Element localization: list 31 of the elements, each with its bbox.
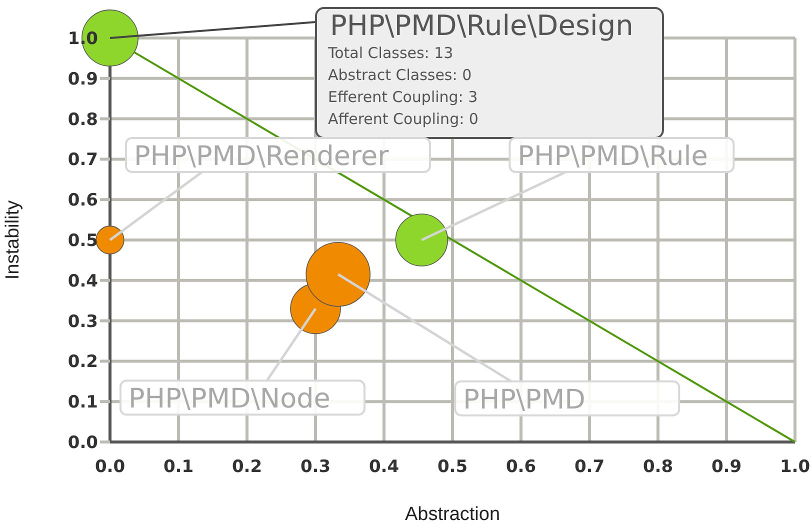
y-tick-label: 0.6 — [68, 190, 98, 211]
x-tick-label: 0.1 — [163, 457, 194, 478]
y-axis-title: Instability — [2, 200, 24, 280]
annotation: PHP\PMD — [463, 384, 586, 416]
y-tick-label: 0.3 — [68, 312, 98, 332]
x-tick-label: 0.3 — [300, 457, 331, 478]
x-tick-label: 0.7 — [574, 457, 605, 478]
y-tick-label: 0.1 — [68, 392, 98, 413]
y-tick-label: 0.9 — [68, 69, 98, 90]
y-tick-label: 0.4 — [68, 271, 98, 292]
annotation: Total Classes: 13 — [327, 44, 454, 62]
x-tick-label: 0.5 — [437, 457, 468, 478]
x-tick-label: 0.8 — [642, 457, 674, 478]
annotation: Abstract Classes: 0 — [328, 66, 472, 84]
y-tick-label: 0.7 — [68, 150, 98, 170]
x-tick-label: 0.6 — [506, 457, 536, 478]
x-tick-label: 0.0 — [94, 457, 126, 478]
y-tick-label: 0.8 — [68, 110, 98, 130]
annotation: Afferent Coupling: 0 — [328, 110, 478, 128]
x-tick-label: 0.4 — [368, 457, 400, 478]
annotation: PHP\PMD\Renderer — [134, 141, 390, 172]
x-axis-title: Abstraction — [404, 504, 500, 525]
y-tick-label: 0.2 — [68, 352, 98, 372]
x-tick-label: 0.2 — [232, 457, 262, 478]
annotation: PHP\PMD\Node — [128, 384, 330, 415]
x-tick-label: 1.0 — [780, 457, 810, 478]
annotation: PHP\PMD\Rule\Design — [330, 9, 634, 42]
annotation: Efferent Coupling: 3 — [328, 88, 478, 106]
annotation: PHP\PMD\Rule — [518, 141, 708, 172]
y-tick-label: 0.0 — [68, 433, 98, 454]
x-tick-label: 0.9 — [711, 457, 742, 478]
